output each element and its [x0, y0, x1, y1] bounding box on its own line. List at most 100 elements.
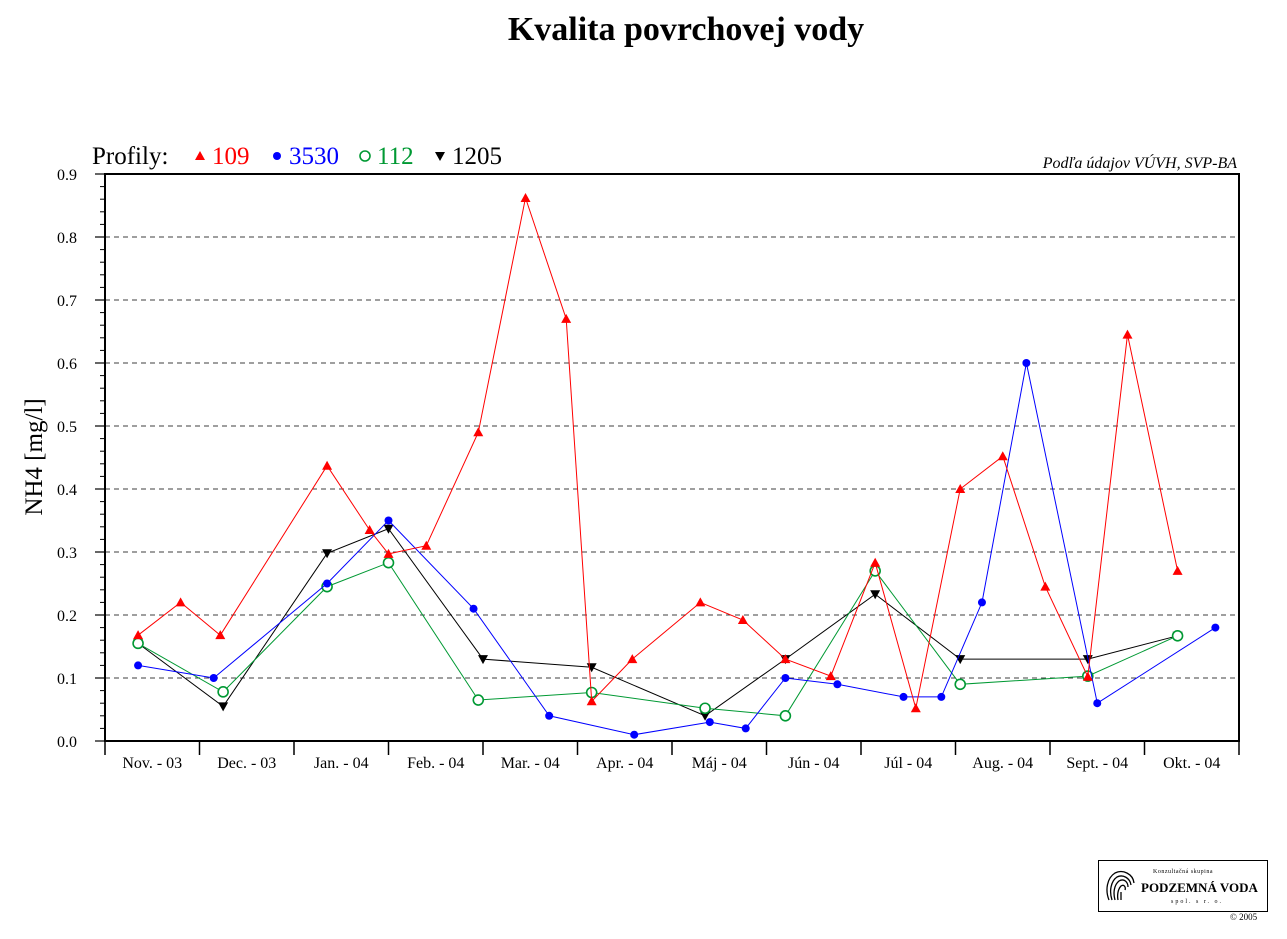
data-point-109 — [910, 703, 921, 713]
data-point-1205 — [955, 655, 966, 665]
data-point-1205 — [478, 655, 488, 665]
logo-top-text: Konzultačná skupina — [1153, 869, 1213, 875]
data-point-109 — [1122, 329, 1133, 339]
data-point-112 — [1171, 629, 1184, 642]
data-point-112 — [779, 709, 792, 722]
gridlines — [105, 236, 1239, 679]
data-point-109 — [737, 615, 748, 625]
data-point-109 — [421, 540, 432, 550]
data-point-1205 — [586, 663, 597, 673]
data-point-3530 — [977, 598, 986, 607]
company-logo: Konzultačná skupina PODZEMNÁ VODA spol. … — [1098, 860, 1268, 912]
data-point-109 — [955, 484, 966, 493]
y-tick-label: 0.1 — [57, 671, 77, 688]
x-tick-label: Mar. - 04 — [501, 755, 560, 772]
legend-marker-3530 — [273, 152, 281, 160]
logo-emblem-icon — [1106, 870, 1135, 901]
series-line-109 — [137, 195, 1179, 709]
x-tick-label: Apr. - 04 — [596, 755, 653, 772]
data-point-1205 — [700, 711, 711, 721]
legend-entry-3530: 3530 — [289, 143, 339, 170]
data-point-3530 — [545, 711, 554, 720]
data-point-109 — [695, 597, 706, 607]
data-point-109 — [133, 630, 144, 640]
series-line-1205 — [137, 528, 1178, 717]
y-tick-label: 0.7 — [57, 293, 77, 310]
series-112 — [132, 556, 1184, 722]
y-axis-label: NH4 [mg/l] — [21, 398, 48, 515]
legend-marker-109 — [195, 151, 205, 160]
data-point-3530 — [323, 579, 332, 588]
data-point-109 — [780, 654, 791, 664]
source-note: Podľa údajov VÚVH, SVP-BA — [1042, 153, 1237, 172]
x-axis: Nov. - 03 Dec. - 03 Jan. - 04 Feb. - 04 Mar.… — [104, 741, 1240, 772]
y-tick-label: 0.5 — [57, 419, 77, 436]
series-3530 — [134, 359, 1220, 739]
data-point-109 — [364, 524, 375, 534]
data-point-1205 — [870, 590, 881, 600]
data-point-109 — [175, 597, 186, 607]
data-point-3530 — [1022, 359, 1031, 367]
series-109 — [133, 192, 1183, 713]
data-point-112 — [132, 637, 144, 650]
data-point-3530 — [384, 516, 393, 525]
x-tick-label: Jún - 04 — [788, 755, 840, 772]
data-point-3530 — [469, 604, 478, 613]
x-tick-label: Feb. - 04 — [407, 755, 464, 772]
data-point-109 — [473, 427, 484, 437]
data-point-109 — [520, 192, 531, 202]
y-tick-label: 0.3 — [57, 545, 77, 562]
data-point-1205 — [383, 524, 394, 534]
data-point-3530 — [209, 674, 218, 682]
y-tick-label: 0.2 — [57, 608, 77, 625]
legend-marker-112 — [359, 150, 371, 162]
data-point-3530 — [937, 692, 946, 701]
y-tick-label: 0.0 — [57, 734, 77, 751]
x-tick-label: Nov. - 03 — [122, 755, 182, 772]
legend-entry-112: 112 — [377, 143, 414, 170]
data-point-112 — [472, 694, 485, 706]
data-point-109 — [215, 630, 226, 640]
legend-entry-109: 109 — [212, 143, 250, 170]
x-tick-label: Dec. - 03 — [217, 755, 276, 772]
data-point-3530 — [1093, 699, 1102, 708]
series-layer — [132, 192, 1220, 739]
data-point-109 — [627, 654, 638, 664]
logo-sub-text: spol. s r. o. — [1170, 899, 1223, 905]
data-point-109 — [825, 671, 836, 681]
legend-marker-1205 — [435, 152, 445, 161]
x-tick-label: Júl - 04 — [884, 755, 932, 772]
data-point-112 — [954, 678, 967, 691]
data-point-3530 — [134, 661, 143, 670]
x-tick-label: Sept. - 04 — [1066, 755, 1128, 772]
y-axis: 0.0 0.1 0.2 0.3 0.4 0.5 0.6 0.7 0.8 0.9 — [57, 167, 105, 751]
series-line-3530 — [138, 362, 1216, 736]
data-point-3530 — [630, 730, 639, 739]
data-point-109 — [383, 548, 394, 558]
data-point-3530 — [1211, 623, 1220, 632]
legend: Profily: 109 3530 112 1205 — [92, 143, 502, 170]
data-point-112 — [217, 686, 229, 698]
series-line-112 — [137, 562, 1178, 717]
logo-name: PODZEMNÁ VODA — [1141, 880, 1258, 895]
data-point-3530 — [833, 680, 842, 689]
data-point-3530 — [741, 724, 750, 733]
y-tick-label: 0.4 — [57, 482, 77, 499]
data-point-3530 — [781, 674, 790, 682]
data-point-3530 — [899, 692, 908, 701]
x-tick-label: Máj - 04 — [692, 755, 747, 772]
data-point-109 — [1172, 565, 1183, 575]
x-tick-label: Aug. - 04 — [972, 755, 1033, 772]
data-point-109 — [1040, 581, 1051, 591]
data-point-109 — [1082, 671, 1093, 681]
data-point-109 — [997, 451, 1008, 461]
data-point-109 — [322, 460, 333, 470]
x-tick-label: Okt. - 04 — [1163, 755, 1220, 772]
chart-title: Kvalita povrchovej vody — [508, 11, 864, 48]
data-point-109 — [870, 557, 881, 567]
y-tick-label: 0.9 — [57, 167, 77, 184]
data-point-109 — [561, 313, 572, 323]
x-tick-label: Jan. - 04 — [314, 755, 369, 772]
data-point-3530 — [705, 718, 714, 727]
